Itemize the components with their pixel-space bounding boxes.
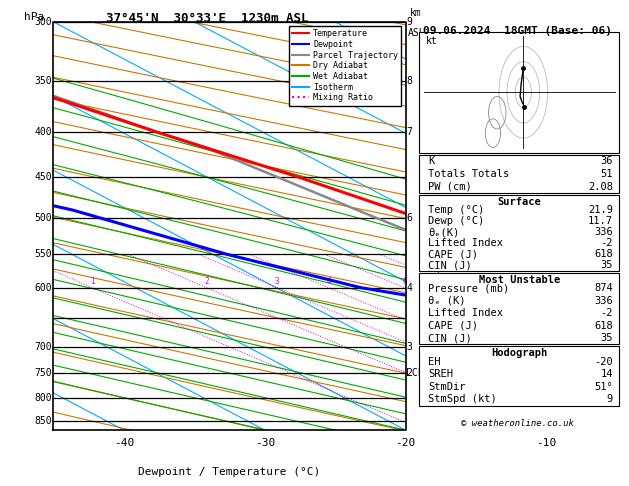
- Text: 14: 14: [600, 369, 613, 379]
- Text: θₑ (K): θₑ (K): [428, 295, 465, 306]
- Text: 500: 500: [35, 213, 52, 223]
- Text: 300: 300: [35, 17, 52, 27]
- Text: 800: 800: [35, 393, 52, 403]
- Text: 10: 10: [500, 277, 509, 286]
- Text: 1: 1: [90, 277, 94, 286]
- Text: 2.08: 2.08: [588, 182, 613, 192]
- Text: CAPE (J): CAPE (J): [428, 249, 478, 259]
- Text: Temp (°C): Temp (°C): [428, 205, 484, 215]
- Bar: [420, 155, 620, 193]
- Text: 336: 336: [594, 227, 613, 237]
- Text: 51: 51: [600, 169, 613, 179]
- Text: 15: 15: [583, 277, 593, 286]
- Text: ASL: ASL: [408, 28, 425, 38]
- Text: CIN (J): CIN (J): [428, 333, 472, 343]
- Text: -20: -20: [594, 357, 613, 366]
- Text: StmSpd (kt): StmSpd (kt): [428, 394, 497, 404]
- Text: Lifted Index: Lifted Index: [428, 308, 503, 318]
- Text: 2: 2: [204, 277, 209, 286]
- Text: 8: 8: [458, 277, 462, 286]
- Text: θₑ(K): θₑ(K): [428, 227, 459, 237]
- Text: StmDir: StmDir: [428, 382, 465, 392]
- Text: 874: 874: [594, 283, 613, 293]
- Text: Lifted Index: Lifted Index: [428, 238, 503, 248]
- Text: EH: EH: [428, 357, 440, 366]
- Legend: Temperature, Dewpoint, Parcel Trajectory, Dry Adiabat, Wet Adiabat, Isotherm, Mi: Temperature, Dewpoint, Parcel Trajectory…: [289, 26, 401, 105]
- Text: Dewp (°C): Dewp (°C): [428, 216, 484, 226]
- Text: -40: -40: [114, 438, 134, 448]
- Text: 36: 36: [600, 156, 613, 166]
- Text: CIN (J): CIN (J): [428, 260, 472, 270]
- Text: 850: 850: [35, 416, 52, 426]
- Text: kt: kt: [426, 36, 438, 46]
- Text: K: K: [428, 156, 434, 166]
- Text: © weatheronline.co.uk: © weatheronline.co.uk: [460, 419, 574, 428]
- Text: Mixing Ratio (g/kg): Mixing Ratio (g/kg): [432, 170, 442, 282]
- Text: 550: 550: [35, 249, 52, 259]
- Text: 2: 2: [406, 368, 412, 378]
- Text: -10: -10: [537, 438, 557, 448]
- Text: 6: 6: [403, 277, 407, 286]
- Text: 4: 4: [406, 283, 412, 293]
- Text: 7: 7: [406, 127, 412, 137]
- Text: LCL: LCL: [406, 368, 424, 378]
- Text: 6: 6: [406, 213, 412, 223]
- Text: 3: 3: [406, 342, 412, 352]
- Text: 8: 8: [406, 76, 412, 86]
- Text: 09.06.2024  18GMT (Base: 06): 09.06.2024 18GMT (Base: 06): [423, 26, 611, 36]
- Text: 750: 750: [35, 368, 52, 378]
- Text: 336: 336: [594, 295, 613, 306]
- Text: Pressure (mb): Pressure (mb): [428, 283, 509, 293]
- Text: Dewpoint / Temperature (°C): Dewpoint / Temperature (°C): [138, 467, 321, 477]
- Text: 450: 450: [35, 173, 52, 182]
- Text: PW (cm): PW (cm): [428, 182, 472, 192]
- Text: 618: 618: [594, 249, 613, 259]
- Text: 3: 3: [275, 277, 279, 286]
- Text: -2: -2: [600, 238, 613, 248]
- Text: 35: 35: [600, 333, 613, 343]
- Text: 618: 618: [594, 321, 613, 330]
- Text: 9: 9: [406, 17, 412, 27]
- Text: 37°45'N  30°33'E  1230m ASL: 37°45'N 30°33'E 1230m ASL: [106, 12, 309, 25]
- Text: 700: 700: [35, 342, 52, 352]
- Text: Hodograph: Hodograph: [491, 348, 547, 358]
- Text: 350: 350: [35, 76, 52, 86]
- Text: 9: 9: [606, 394, 613, 404]
- Text: km: km: [410, 8, 422, 18]
- Text: 51°: 51°: [594, 382, 613, 392]
- Text: Most Unstable: Most Unstable: [479, 275, 560, 285]
- Text: 400: 400: [35, 127, 52, 137]
- Text: Totals Totals: Totals Totals: [428, 169, 509, 179]
- Text: 35: 35: [600, 260, 613, 270]
- Text: 4: 4: [326, 277, 331, 286]
- Text: -20: -20: [396, 438, 416, 448]
- Text: 21.9: 21.9: [588, 205, 613, 215]
- Text: -2: -2: [600, 308, 613, 318]
- Text: 11.7: 11.7: [588, 216, 613, 226]
- Text: -30: -30: [255, 438, 275, 448]
- Text: CAPE (J): CAPE (J): [428, 321, 478, 330]
- Text: 600: 600: [35, 283, 52, 293]
- Text: SREH: SREH: [428, 369, 453, 379]
- Text: Surface: Surface: [498, 197, 541, 207]
- Text: hPa: hPa: [24, 12, 44, 22]
